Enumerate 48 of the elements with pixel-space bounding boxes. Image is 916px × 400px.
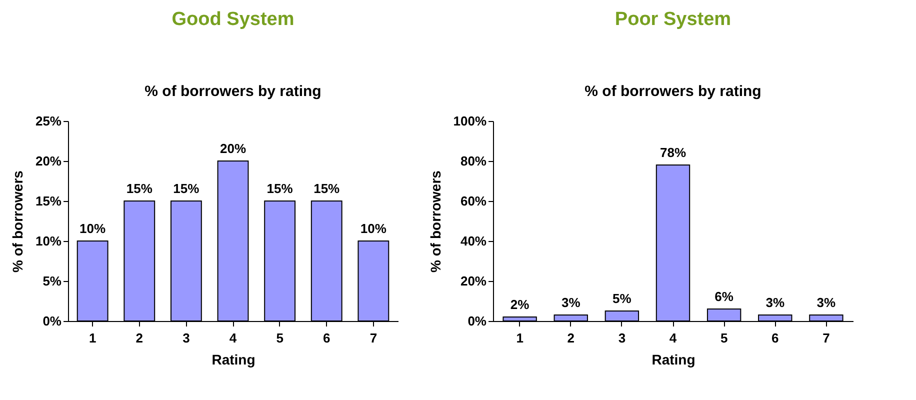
x-tick-label: 4	[669, 330, 678, 346]
data-label: 5%	[612, 291, 632, 306]
data-label: 20%	[220, 141, 246, 156]
y-tick-label: 10%	[35, 234, 62, 248]
data-label: 15%	[266, 181, 294, 196]
x-tick-label: 3	[618, 330, 626, 346]
x-tick-label: 4	[229, 330, 238, 346]
y-tick-label: 15%	[35, 194, 62, 208]
x-tick-label: 2	[136, 330, 143, 346]
data-label: 15%	[314, 181, 340, 196]
data-label: 3%	[561, 295, 581, 310]
y-axis-title: % of borrowers	[9, 170, 26, 272]
y-axis-title: % of borrowers	[427, 170, 444, 272]
y-tick-label: 20%	[460, 274, 487, 288]
data-label: 3%	[816, 295, 836, 310]
x-tick-label: 5	[276, 330, 284, 346]
x-tick-label: 2	[567, 330, 574, 346]
chart-title: Good System	[172, 9, 294, 30]
data-label: 15%	[173, 181, 200, 196]
data-label: 15%	[126, 181, 153, 196]
x-axis-title: Rating	[652, 352, 696, 368]
data-label: 10%	[360, 221, 387, 236]
x-tick-label: 3	[182, 330, 190, 346]
x-tick-label: 6	[323, 330, 330, 346]
chart-subtitle: % of borrowers by rating	[144, 83, 322, 100]
y-tick-label: 20%	[35, 154, 62, 168]
x-tick-label: 6	[772, 330, 779, 346]
x-tick-label: 7	[822, 330, 830, 346]
y-tick-label: 0%	[42, 314, 62, 328]
data-label: 78%	[660, 145, 686, 160]
y-tick-label: 5%	[42, 274, 62, 288]
data-label: 3%	[766, 295, 785, 310]
data-label: 2%	[510, 297, 530, 312]
y-tick-label: 25%	[35, 114, 62, 128]
data-label: 6%	[714, 289, 734, 304]
x-tick-label: 7	[370, 330, 378, 346]
y-tick-label: 100%	[453, 114, 487, 128]
y-tick-label: 40%	[460, 234, 487, 248]
y-tick-label: 80%	[460, 154, 487, 168]
x-tick-label: 1	[88, 330, 96, 346]
data-label: 10%	[80, 221, 106, 236]
y-tick-label: 60%	[460, 194, 487, 208]
x-tick-label: 1	[516, 330, 524, 346]
x-tick-label: 5	[720, 330, 728, 346]
chart-title: Poor System	[614, 9, 732, 30]
x-axis-title: Rating	[212, 352, 256, 368]
chart-subtitle: % of borrowers by rating	[584, 83, 762, 100]
y-tick-label: 0%	[468, 314, 487, 328]
